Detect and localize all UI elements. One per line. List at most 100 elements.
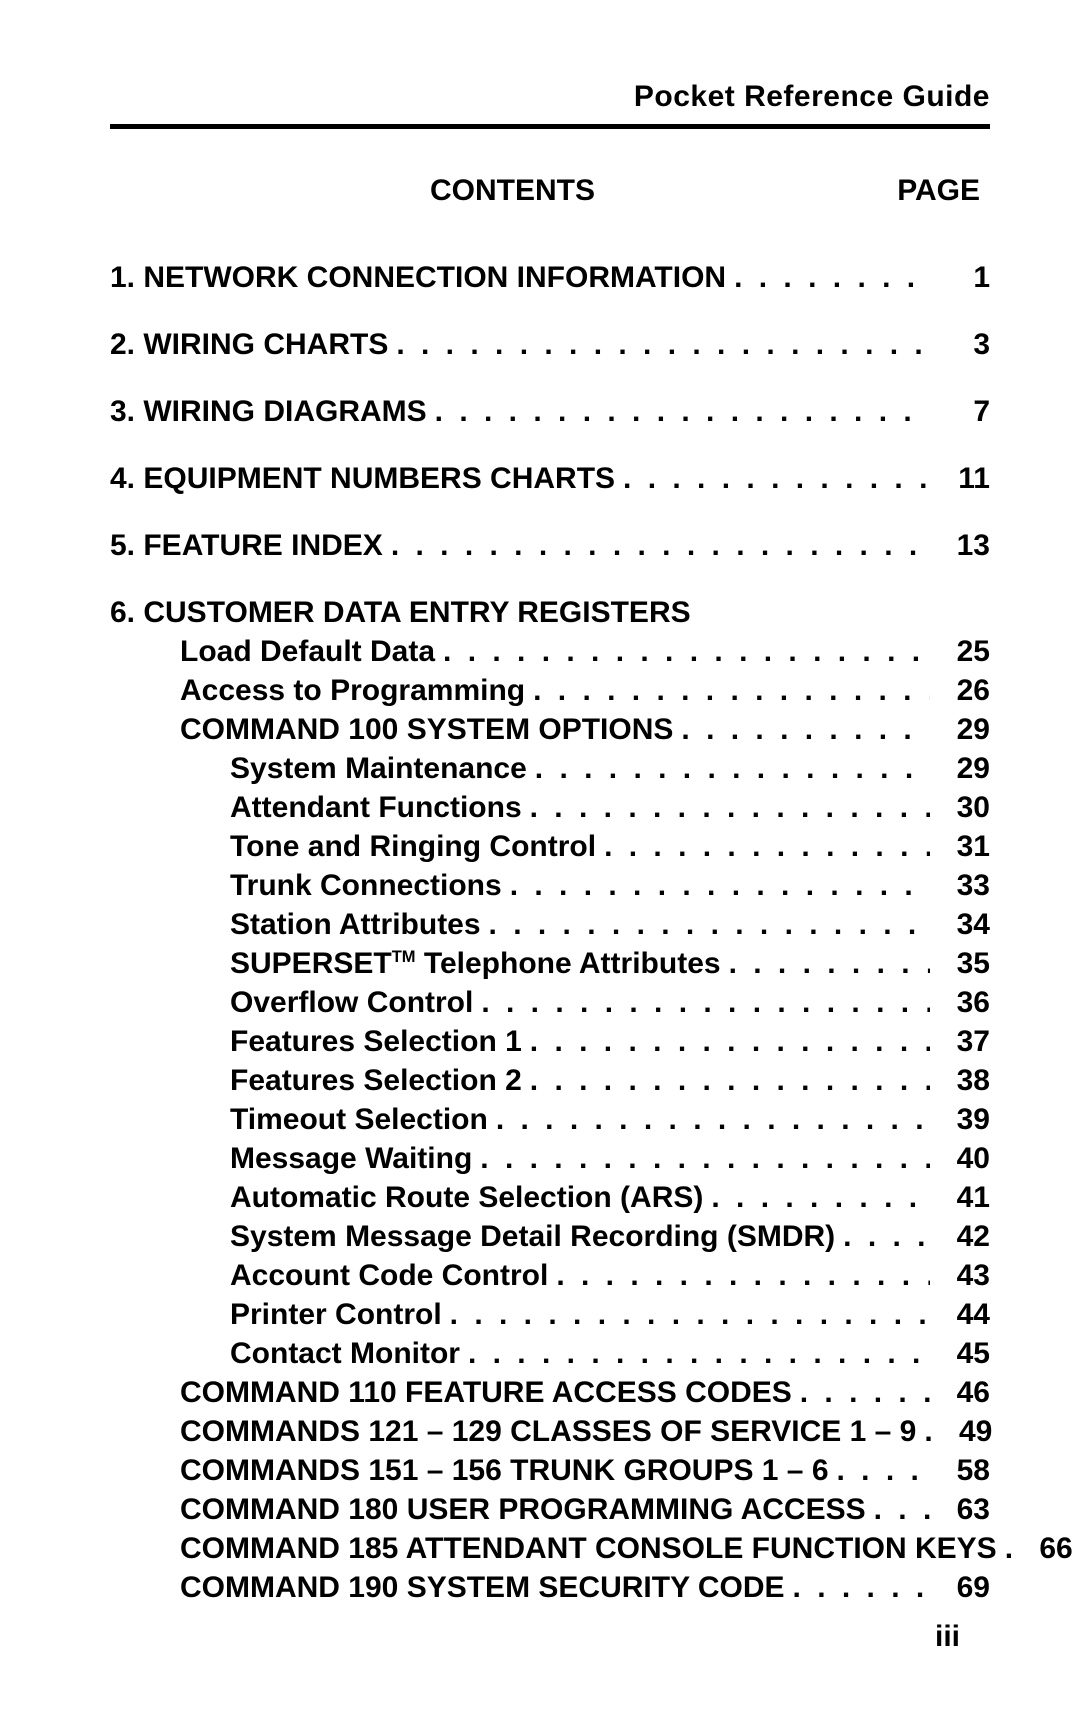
contents-heading: CONTENTS — [430, 174, 595, 208]
toc-entry: Features Selection 2. . . . . . . . . . … — [110, 1061, 990, 1100]
toc-leader-dots: . . . . . . . . . . . . . . . . . . . . … — [596, 827, 930, 866]
toc-entry-label: COMMAND 190 SYSTEM SECURITY CODE — [180, 1568, 785, 1607]
toc-leader-dots: . . . . . . . . . . . . . . . . . . . . … — [527, 749, 930, 788]
page: Pocket Reference Guide CONTENTS PAGE 1. … — [0, 0, 1080, 1714]
toc-entry-label: Access to Programming — [180, 671, 525, 710]
toc-entry: Message Waiting. . . . . . . . . . . . .… — [110, 1139, 990, 1178]
toc-entry-page: 30 — [930, 788, 990, 827]
toc-entry: Overflow Control. . . . . . . . . . . . … — [110, 983, 990, 1022]
toc-leader-dots: . . . . . . . . . . . . . . . . . . . . … — [481, 905, 930, 944]
toc-entry-label: Trunk Connections — [230, 866, 502, 905]
toc-leader-dots: . . . . . . . . . . . . . . . . . . . . … — [472, 1139, 930, 1178]
toc-entry-label: System Maintenance — [230, 749, 527, 788]
toc-entry-label: Tone and Ringing Control — [230, 827, 596, 866]
toc-entry-label: Contact Monitor — [230, 1334, 460, 1373]
toc-entry: COMMAND 100 SYSTEM OPTIONS. . . . . . . … — [110, 710, 990, 749]
toc-entry-label: Timeout Selection — [230, 1100, 488, 1139]
toc-leader-dots: . . . . . . . . . . . . . . . . . . . . … — [525, 671, 930, 710]
toc-entry-page: 35 — [930, 944, 990, 983]
toc-leader-dots: . . . . . . . . . . . . . . . . . . . . … — [835, 1217, 930, 1256]
toc-entry-label: 1. NETWORK CONNECTION INFORMATION — [110, 258, 726, 297]
toc-leader-dots: . . . . . . . . . . . . . . . . . . . . … — [488, 1100, 930, 1139]
toc-entry: Load Default Data. . . . . . . . . . . .… — [110, 632, 990, 671]
toc-entry-page: 13 — [930, 526, 990, 565]
toc-leader-dots: . . . . . . . . . . . . . . . . . . . . … — [435, 632, 930, 671]
toc-leader-dots: . . . . . . . . . . . . . . . . . . . . … — [792, 1373, 930, 1412]
toc-entry-label: Message Waiting — [230, 1139, 472, 1178]
toc-entry: 4. EQUIPMENT NUMBERS CHARTS. . . . . . .… — [110, 459, 990, 498]
toc-entry-label: Attendant Functions — [230, 788, 522, 827]
toc-entry: 6. CUSTOMER DATA ENTRY REGISTERS. . . . … — [110, 593, 990, 632]
toc-entry-page: 44 — [930, 1295, 990, 1334]
toc-leader-dots: . . . . . . . . . . . . . . . . . . . . … — [866, 1490, 930, 1529]
toc-entry-label: System Message Detail Recording (SMDR) — [230, 1217, 835, 1256]
toc-entry-label: 5. FEATURE INDEX — [110, 526, 383, 565]
toc-entry: COMMAND 190 SYSTEM SECURITY CODE. . . . … — [110, 1568, 990, 1607]
toc-entry: Station Attributes. . . . . . . . . . . … — [110, 905, 990, 944]
toc-entry-page: 49 — [932, 1412, 992, 1451]
toc-entry-page: 29 — [930, 749, 990, 788]
toc-entry-page: 25 — [930, 632, 990, 671]
toc-leader-dots: . . . . . . . . . . . . . . . . . . . . … — [997, 1529, 1013, 1568]
toc-entry: Automatic Route Selection (ARS). . . . .… — [110, 1178, 990, 1217]
toc-entry-page: 1 — [930, 258, 990, 297]
toc-entry-page: 11 — [930, 459, 990, 498]
header-title: Pocket Reference Guide — [110, 80, 990, 114]
toc-leader-dots: . . . . . . . . . . . . . . . . . . . . … — [721, 944, 930, 983]
toc-entry: 1. NETWORK CONNECTION INFORMATION. . . .… — [110, 258, 990, 297]
toc-entry: 3. WIRING DIAGRAMS. . . . . . . . . . . … — [110, 392, 990, 431]
toc-entry-label: Overflow Control — [230, 983, 473, 1022]
toc-entry-page: 26 — [930, 671, 990, 710]
toc-entry-page: 42 — [930, 1217, 990, 1256]
toc-entry: System Maintenance. . . . . . . . . . . … — [110, 749, 990, 788]
page-heading: PAGE — [897, 174, 990, 208]
toc-leader-dots: . . . . . . . . . . . . . . . . . . . . … — [548, 1256, 930, 1295]
toc-entry-page: 43 — [930, 1256, 990, 1295]
toc-leader-dots: . . . . . . . . . . . . . . . . . . . . … — [829, 1451, 930, 1490]
toc-entry: SUPERSETTM Telephone Attributes. . . . .… — [110, 944, 990, 983]
toc-entry-label: Features Selection 1 — [230, 1022, 522, 1061]
toc-entry-page: 3 — [930, 325, 990, 364]
toc-entry-label: 2. WIRING CHARTS — [110, 325, 388, 364]
toc-entry-page: 58 — [930, 1451, 990, 1490]
toc-entry-page: 33 — [930, 866, 990, 905]
toc-leader-dots: . . . . . . . . . . . . . . . . . . . . … — [522, 1022, 930, 1061]
toc-entry-label: 6. CUSTOMER DATA ENTRY REGISTERS — [110, 593, 691, 632]
table-of-contents: 1. NETWORK CONNECTION INFORMATION. . . .… — [110, 258, 990, 1607]
toc-leader-dots: . . . . . . . . . . . . . . . . . . . . … — [522, 788, 930, 827]
toc-entry-label: 4. EQUIPMENT NUMBERS CHARTS — [110, 459, 615, 498]
toc-leader-dots: . . . . . . . . . . . . . . . . . . . . … — [785, 1568, 930, 1607]
toc-entry-page: 63 — [930, 1490, 990, 1529]
toc-entry: COMMAND 180 USER PROGRAMMING ACCESS. . .… — [110, 1490, 990, 1529]
toc-entry-label: 3. WIRING DIAGRAMS — [110, 392, 427, 431]
toc-leader-dots: . . . . . . . . . . . . . . . . . . . . … — [473, 983, 930, 1022]
toc-leader-dots: . . . . . . . . . . . . . . . . . . . . … — [726, 258, 930, 297]
toc-entry-page: 34 — [930, 905, 990, 944]
toc-entry: COMMANDS 151 – 156 TRUNK GROUPS 1 – 6. .… — [110, 1451, 990, 1490]
toc-entry: COMMAND 185 ATTENDANT CONSOLE FUNCTION K… — [110, 1529, 990, 1568]
toc-entry-label: SUPERSETTM Telephone Attributes — [230, 944, 721, 983]
toc-entry-page: 41 — [930, 1178, 990, 1217]
column-headers: CONTENTS PAGE — [110, 174, 990, 208]
toc-entry: COMMANDS 121 – 129 CLASSES OF SERVICE 1 … — [110, 1412, 990, 1451]
toc-leader-dots: . . . . . . . . . . . . . . . . . . . . … — [388, 325, 930, 364]
toc-entry-page: 69 — [930, 1568, 990, 1607]
toc-entry-page: 39 — [930, 1100, 990, 1139]
toc-leader-dots: . . . . . . . . . . . . . . . . . . . . … — [615, 459, 930, 498]
toc-entry: Access to Programming. . . . . . . . . .… — [110, 671, 990, 710]
toc-entry: Attendant Functions. . . . . . . . . . .… — [110, 788, 990, 827]
toc-entry: Trunk Connections. . . . . . . . . . . .… — [110, 866, 990, 905]
toc-entry: Account Code Control. . . . . . . . . . … — [110, 1256, 990, 1295]
toc-entry-label: Printer Control — [230, 1295, 442, 1334]
toc-entry: Contact Monitor. . . . . . . . . . . . .… — [110, 1334, 990, 1373]
toc-entry-page: 31 — [930, 827, 990, 866]
toc-entry-page: 37 — [930, 1022, 990, 1061]
toc-entry-page: 46 — [930, 1373, 990, 1412]
toc-entry-label: Automatic Route Selection (ARS) — [230, 1178, 703, 1217]
toc-entry: Features Selection 1. . . . . . . . . . … — [110, 1022, 990, 1061]
toc-entry-page: 45 — [930, 1334, 990, 1373]
toc-leader-dots: . . . . . . . . . . . . . . . . . . . . … — [703, 1178, 930, 1217]
toc-entry-page: 38 — [930, 1061, 990, 1100]
toc-leader-dots: . . . . . . . . . . . . . . . . . . . . … — [460, 1334, 930, 1373]
toc-entry-page: 36 — [930, 983, 990, 1022]
